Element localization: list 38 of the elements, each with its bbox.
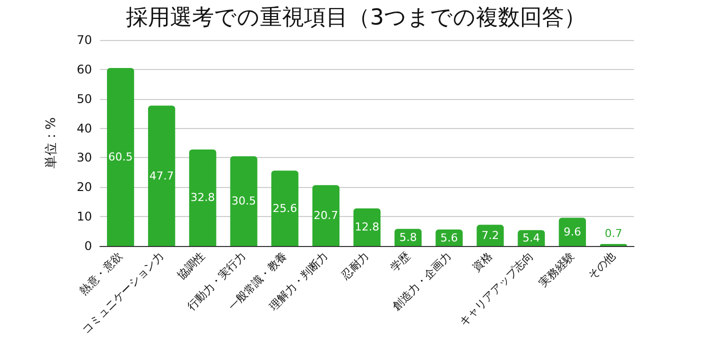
y-tick-label: 50 — [76, 92, 92, 106]
data-label: 7.2 — [481, 228, 499, 242]
bar — [271, 170, 298, 246]
x-tick-label: 協調性 — [174, 249, 208, 282]
data-label: 60.5 — [108, 150, 133, 164]
data-label: 12.8 — [354, 220, 380, 234]
data-label: 0.7 — [604, 226, 622, 240]
data-label: 25.6 — [272, 202, 298, 215]
bar — [106, 68, 134, 246]
y-tick-label: 0 — [84, 239, 92, 253]
bar — [230, 156, 258, 246]
chart-title: 採用選考での重視項目（3つまでの複数回答） — [126, 6, 586, 30]
x-tick-label: 忍耐力 — [338, 249, 372, 283]
x-tick-label: 実務経験 — [536, 249, 577, 290]
bar — [476, 224, 504, 246]
data-label: 30.5 — [232, 194, 256, 208]
bar — [189, 149, 216, 246]
bar — [312, 185, 340, 246]
y-tick-label: 10 — [76, 210, 92, 224]
y-tick-label: 60 — [76, 62, 92, 76]
y-tick-label: 70 — [76, 33, 92, 47]
x-tick-label: 学歴 — [388, 249, 413, 274]
data-label: 32.8 — [190, 191, 215, 204]
x-tick-label: その他 — [586, 249, 618, 282]
data-label: 20.7 — [314, 209, 338, 222]
y-tick-label: 20 — [76, 180, 92, 194]
bar — [148, 106, 176, 246]
data-label: 5.6 — [440, 231, 458, 244]
data-label: 5.8 — [399, 230, 417, 244]
data-label: 47.7 — [149, 169, 174, 182]
y-tick-label: 30 — [76, 150, 92, 165]
bar — [558, 218, 586, 246]
y-tick-label: 40 — [76, 121, 92, 136]
bar — [353, 208, 381, 246]
data-label: 5.4 — [522, 232, 540, 245]
data-label: 9.6 — [564, 225, 582, 238]
y-axis-title: 単位：% — [44, 117, 59, 169]
x-tick-label: 資格 — [470, 249, 495, 274]
